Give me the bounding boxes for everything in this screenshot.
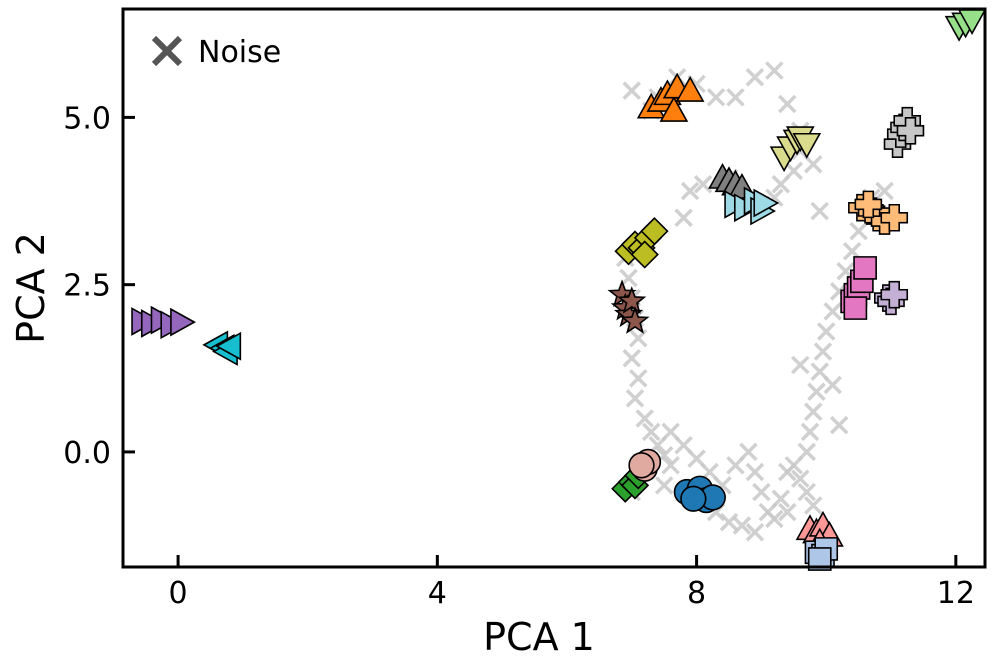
axes: 0 4 8 12 0.0 2.5 5.0 PCA 1 PCA 2: [9, 7, 987, 659]
cluster-point: [853, 256, 877, 280]
noise-point: [622, 81, 642, 100]
noise-point: [719, 512, 739, 532]
noise-point: [765, 61, 784, 80]
noise-point: [791, 355, 810, 375]
noise-point: [732, 516, 752, 535]
noise-point: [804, 402, 823, 422]
noise-point: [800, 422, 820, 442]
noise-point: [823, 375, 842, 395]
cluster-point: [640, 216, 669, 246]
cluster-point: [630, 240, 659, 269]
noise-point: [771, 489, 791, 508]
y-tick-label: 5.0: [63, 101, 111, 136]
noise-point: [807, 382, 826, 401]
y-axis-label: PCA 2: [9, 232, 53, 344]
noise-point: [706, 88, 726, 107]
x-tick-label: 0: [169, 576, 188, 611]
noise-point: [771, 175, 791, 194]
noise-point: [829, 415, 849, 435]
cluster-point: [170, 307, 196, 337]
noise-point: [629, 369, 648, 388]
noise-point: [693, 175, 713, 194]
noise-point: [680, 181, 700, 201]
noise-point: [726, 88, 745, 107]
cluster-point: [617, 286, 647, 314]
noise-point: [804, 496, 823, 515]
noise-point: [778, 94, 797, 114]
cluster-point: [215, 331, 242, 361]
noise-point: [849, 221, 868, 241]
cluster-point: [620, 306, 650, 334]
cluster-point: [680, 485, 707, 512]
cluster-point: [880, 203, 909, 232]
noise-point: [797, 482, 817, 502]
x-axis-label: PCA 1: [483, 615, 595, 659]
cluster-point: [896, 116, 925, 145]
noise-point: [745, 462, 765, 482]
cluster-point: [659, 96, 689, 122]
noise-point: [661, 456, 680, 475]
legend: Noise: [151, 35, 281, 70]
cluster-point: [807, 547, 832, 571]
x-tick-label: 12: [937, 576, 975, 611]
cluster-point: [854, 190, 883, 219]
noise-point: [810, 201, 829, 221]
noise-point: [875, 181, 894, 201]
noise-point: [674, 208, 693, 227]
noise-point: [804, 154, 823, 174]
noise-point: [622, 349, 642, 368]
noise-point: [816, 322, 836, 341]
noise-point: [745, 522, 765, 542]
cluster-point: [843, 296, 868, 320]
noise-point: [739, 442, 758, 462]
noise-point: [823, 302, 842, 321]
y-tick-label: 2.5: [63, 269, 111, 304]
noise-point: [629, 328, 648, 348]
noise-point: [813, 342, 833, 361]
cluster-point: [880, 280, 909, 309]
noise-point: [752, 482, 771, 502]
noise-point: [625, 389, 645, 408]
noise-point: [791, 469, 810, 488]
legend-noise-marker: [151, 35, 183, 67]
noise-point: [778, 502, 797, 522]
cluster-points: [131, 9, 987, 571]
noise-point: [635, 409, 654, 428]
noise-point: [765, 509, 784, 529]
legend-noise-label: Noise: [198, 35, 281, 70]
noise-point: [797, 442, 817, 462]
noise-point: [745, 68, 765, 87]
x-tick-label: 8: [687, 576, 706, 611]
cluster-point: [675, 75, 705, 102]
plot-frame: [121, 7, 987, 569]
noise-point: [641, 422, 661, 442]
cluster-point: [792, 132, 822, 159]
cluster-point: [753, 188, 780, 218]
cluster-point: [628, 452, 655, 479]
noise-point: [654, 476, 674, 495]
x-tick-label: 4: [428, 576, 447, 611]
y-tick-label: 0.0: [63, 436, 111, 471]
